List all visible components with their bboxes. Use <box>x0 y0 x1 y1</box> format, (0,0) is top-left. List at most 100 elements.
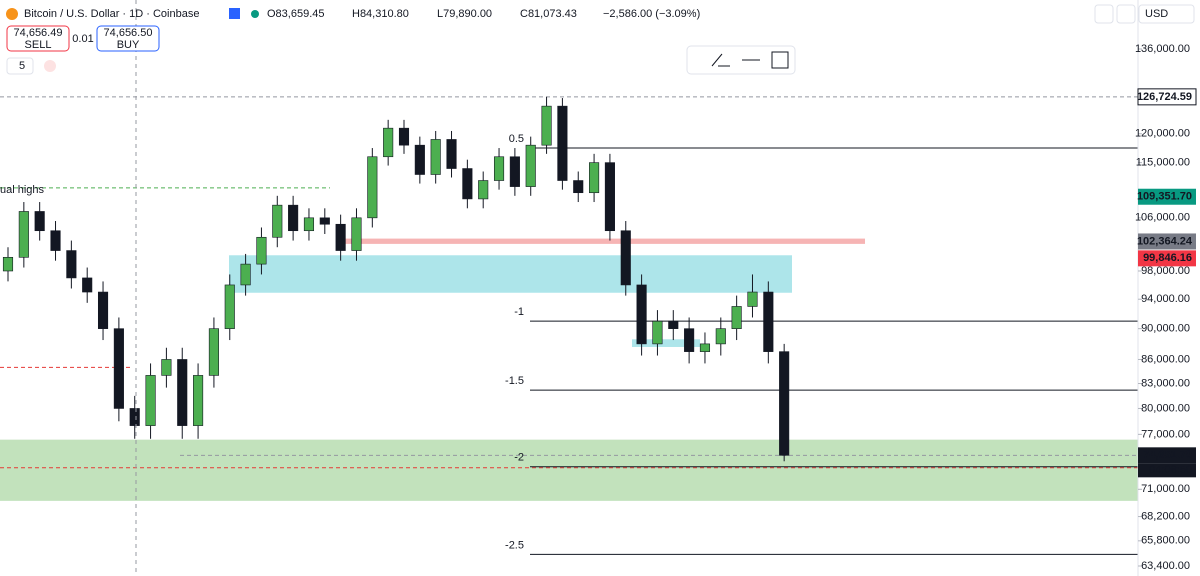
candle-body <box>383 127 394 158</box>
candle-body <box>446 139 457 169</box>
y-tick-label: 65,800.00 <box>1141 535 1190 547</box>
candle-body <box>636 284 647 345</box>
candle-body <box>573 180 584 194</box>
candle-body <box>525 144 536 187</box>
candle-body <box>541 105 552 146</box>
y-tick-label: 136,000.00 <box>1135 43 1190 55</box>
sell-label: SELL <box>25 39 52 51</box>
candle-body <box>240 263 251 286</box>
indicators-count: 5 <box>19 60 25 72</box>
candle-body <box>208 328 219 376</box>
y-tick-label: 83,000.00 <box>1141 377 1190 389</box>
y-tick-label: 63,400.00 <box>1141 560 1190 572</box>
candle-body <box>430 139 441 175</box>
candle-body <box>2 256 14 272</box>
candle-body <box>652 320 663 345</box>
price-axis-labels: 136,000.00 120,000.00 115,000.00 106,000.00… <box>1135 43 1197 572</box>
y-tick-label: 71,000.00 <box>1141 483 1190 495</box>
zone <box>340 238 865 244</box>
ohlc-high: H84,310.80 <box>352 8 409 20</box>
candle-body <box>367 156 378 219</box>
price-badge <box>1138 188 1196 205</box>
candle-body <box>604 162 615 232</box>
y-tick-label: 94,000.00 <box>1141 293 1190 305</box>
candle-body <box>715 328 726 345</box>
rect-tool[interactable] <box>771 51 789 69</box>
candle-body <box>557 105 568 181</box>
price-badge-label: 109,351.70 <box>1137 191 1192 203</box>
fib-label: 0.5 <box>509 133 524 145</box>
price-badge <box>1138 233 1196 250</box>
sell-button[interactable] <box>6 25 70 52</box>
buy-price: 74,656.50 <box>104 27 153 39</box>
candle-body <box>113 328 124 409</box>
status-dot <box>251 10 259 18</box>
y-tick-label: 120,000.00 <box>1135 128 1190 140</box>
candle-body <box>50 230 61 251</box>
candle-body <box>161 359 172 376</box>
refresh-button[interactable] <box>1116 4 1136 24</box>
brush-tool[interactable] <box>711 53 730 67</box>
candle-body <box>145 375 156 426</box>
candle-body <box>129 408 140 426</box>
candle-body <box>462 168 473 200</box>
candle-body <box>272 204 283 238</box>
candle-body <box>82 277 93 293</box>
alert-icon[interactable] <box>44 60 56 72</box>
candle-body <box>319 217 330 225</box>
sell-price: 74,656.49 <box>14 27 63 39</box>
countdown: 04:08:50 <box>1149 464 1192 476</box>
price-badge <box>1137 88 1197 106</box>
candle-body <box>731 306 742 329</box>
candle-body <box>335 223 346 251</box>
candle-body <box>779 351 790 456</box>
price-badge-label: 74,651.79 <box>1143 449 1192 461</box>
fib-label: -2.5 <box>505 539 524 551</box>
spread: 0.01 <box>72 33 93 45</box>
flag <box>229 8 240 19</box>
candle-body <box>193 375 204 426</box>
buy-label: BUY <box>117 39 140 51</box>
candle-body <box>589 162 600 194</box>
candle-body <box>303 217 315 232</box>
candle-body <box>398 127 410 146</box>
candle-body <box>684 328 695 352</box>
down-button[interactable] <box>1094 4 1114 24</box>
price-badge-label: 102,364.24 <box>1137 235 1193 247</box>
fib-label: -2 <box>514 452 524 464</box>
price-badge <box>1138 447 1196 464</box>
plot: 0.5 -1 -1.5 -2 -2.5 ual highs <box>0 96 1138 555</box>
candle-body <box>747 291 758 307</box>
y-tick-label: 68,200.00 <box>1141 510 1190 522</box>
ohlc-low: L79,890.00 <box>437 8 492 20</box>
candle-body <box>478 180 489 200</box>
fib-label: -1 <box>514 306 524 318</box>
currency-select[interactable] <box>1138 4 1195 24</box>
candle-body <box>224 284 235 329</box>
buy-button[interactable] <box>96 25 160 52</box>
annotation: ual highs <box>0 184 45 196</box>
candle-body <box>699 343 711 352</box>
zone <box>632 339 700 347</box>
price-badge-label: 99,846.16 <box>1143 252 1192 264</box>
candle-body <box>509 156 520 187</box>
candle-body <box>351 217 362 251</box>
bitcoin-icon <box>6 8 18 20</box>
ohlc-open: O83,659.45 <box>267 8 325 20</box>
candle-body <box>288 204 299 232</box>
price-badge <box>1138 250 1196 267</box>
y-tick-label: 98,000.00 <box>1141 265 1190 277</box>
indicators-toggle[interactable] <box>6 57 34 75</box>
candle-body <box>177 359 188 426</box>
candle-body <box>620 230 631 286</box>
y-tick-label: 106,000.00 <box>1135 212 1190 224</box>
currency: USD <box>1145 8 1168 20</box>
candle-body <box>256 236 267 265</box>
ohlc-change: −2,586.00 (−3.09%) <box>603 8 700 20</box>
y-tick-label: 80,000.00 <box>1141 402 1190 414</box>
y-tick-label: 115,000.00 <box>1136 157 1190 169</box>
ohlc-close: C81,073.43 <box>520 8 577 20</box>
candle-body <box>668 320 679 329</box>
